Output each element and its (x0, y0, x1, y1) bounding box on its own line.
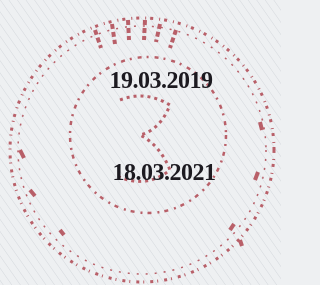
page: 19.03.2019 18.03.2021 (() => { const dat… (0, 0, 281, 285)
date-from: 19.03.2019 (110, 68, 214, 94)
stamp-photo: 19.03.2019 18.03.2021 (0, 0, 281, 285)
date-to: 18.03.2021 (113, 160, 216, 186)
